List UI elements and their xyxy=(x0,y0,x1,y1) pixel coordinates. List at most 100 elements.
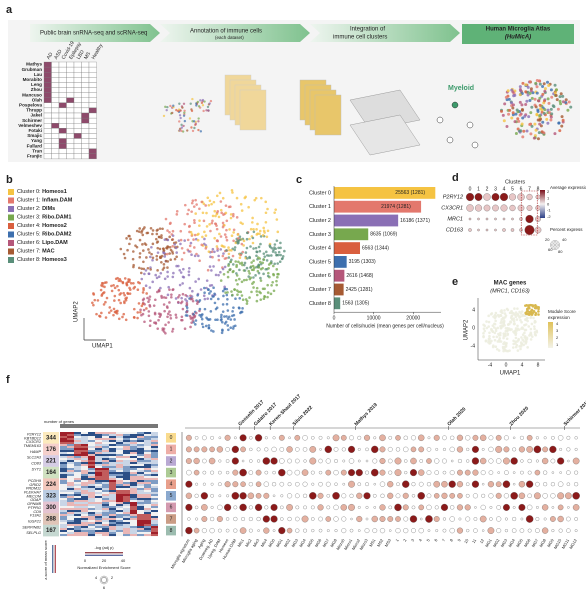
heat-cell xyxy=(130,494,137,497)
heat-cell xyxy=(123,432,130,435)
dot xyxy=(526,193,533,201)
atlas-dot xyxy=(521,135,525,139)
umap-dot xyxy=(139,308,142,312)
heat-cell xyxy=(74,452,81,455)
umap-dot xyxy=(527,325,531,328)
heat-cell xyxy=(60,484,67,487)
heat-cell xyxy=(116,486,123,489)
study-label: Fullard xyxy=(27,143,43,148)
count: 224 xyxy=(46,482,57,488)
umap-dot xyxy=(222,213,225,216)
umap-dot xyxy=(112,313,115,317)
atlas-dot xyxy=(516,117,520,121)
cell xyxy=(81,72,90,78)
dot xyxy=(363,492,371,500)
umap-dot xyxy=(142,288,145,292)
umap-dot xyxy=(213,301,217,305)
umap-dot xyxy=(174,246,178,250)
umap-dot xyxy=(232,231,235,234)
umap-dot xyxy=(207,250,211,253)
heat-cell xyxy=(95,508,102,511)
dot xyxy=(357,447,361,451)
umap-dot xyxy=(126,248,129,252)
dot xyxy=(496,528,502,534)
umap-dot xyxy=(149,319,152,323)
heat-cell xyxy=(60,532,67,535)
umap-dot xyxy=(147,300,150,304)
umap-dot xyxy=(181,307,185,311)
umap-dot xyxy=(144,284,148,288)
heat-cell xyxy=(67,528,74,531)
dot xyxy=(379,528,386,534)
dot xyxy=(426,482,432,487)
umap-dot xyxy=(231,254,235,258)
heat-cell xyxy=(137,460,144,463)
umap-dot xyxy=(220,320,224,324)
umap-dot xyxy=(100,311,103,315)
dot xyxy=(226,494,230,498)
cell xyxy=(73,61,82,68)
umap-dot xyxy=(141,233,145,237)
bar xyxy=(334,269,345,282)
heat-cell xyxy=(116,510,123,513)
heat-cell xyxy=(130,446,137,449)
heat-cell xyxy=(109,444,116,447)
umap-dot xyxy=(198,219,201,222)
umap-dot xyxy=(197,254,200,258)
heat-cell xyxy=(74,480,81,483)
dot xyxy=(485,228,489,232)
dot xyxy=(457,458,462,464)
heat-cell xyxy=(144,432,151,435)
umap-dot xyxy=(242,263,246,267)
dot xyxy=(410,469,417,477)
heat-cell xyxy=(81,474,88,477)
heat-cell xyxy=(74,512,81,515)
umap-dot xyxy=(190,201,194,205)
dot xyxy=(193,527,200,534)
umap-dot xyxy=(128,278,131,282)
umap-dot xyxy=(204,247,208,250)
heat-cell xyxy=(88,498,95,501)
dot xyxy=(295,528,300,533)
heat-cell xyxy=(88,486,95,489)
dot xyxy=(480,434,487,441)
heat-cell xyxy=(74,524,81,527)
umap-dot xyxy=(217,258,221,262)
heat-cell xyxy=(81,534,88,537)
cell xyxy=(66,87,75,93)
heat-cell xyxy=(130,534,137,537)
dot xyxy=(472,493,478,499)
dot xyxy=(272,436,276,440)
heat-cell xyxy=(123,486,130,489)
atlas-dot xyxy=(503,102,507,106)
heat-cell xyxy=(81,496,88,499)
dot xyxy=(187,517,191,521)
umap-dot xyxy=(530,313,534,316)
dot xyxy=(372,528,378,533)
umap-dot xyxy=(190,253,193,256)
atlas-dot xyxy=(549,107,553,111)
umap-dot xyxy=(223,233,227,236)
dot xyxy=(218,459,222,463)
umap-dot xyxy=(203,297,207,301)
heat-cell xyxy=(67,434,74,437)
heat-cell xyxy=(137,522,144,525)
heat-cell xyxy=(123,520,130,523)
heat-cell xyxy=(137,504,144,507)
y-tick-label: Cluster 1 xyxy=(309,204,331,210)
dot xyxy=(279,447,285,452)
umap-dot xyxy=(151,258,154,262)
heat-cell xyxy=(81,466,88,469)
umap-dot xyxy=(264,221,268,224)
umap-dot xyxy=(155,241,159,244)
dot xyxy=(403,446,409,453)
cell xyxy=(88,107,97,114)
heat-cell xyxy=(60,476,67,479)
cell xyxy=(43,102,52,109)
dot xyxy=(574,482,579,487)
count-swatch xyxy=(43,478,59,490)
heat-cell xyxy=(67,526,74,529)
heat-cell xyxy=(102,516,109,519)
umap-dot xyxy=(166,293,170,297)
heat-cell xyxy=(60,528,67,531)
